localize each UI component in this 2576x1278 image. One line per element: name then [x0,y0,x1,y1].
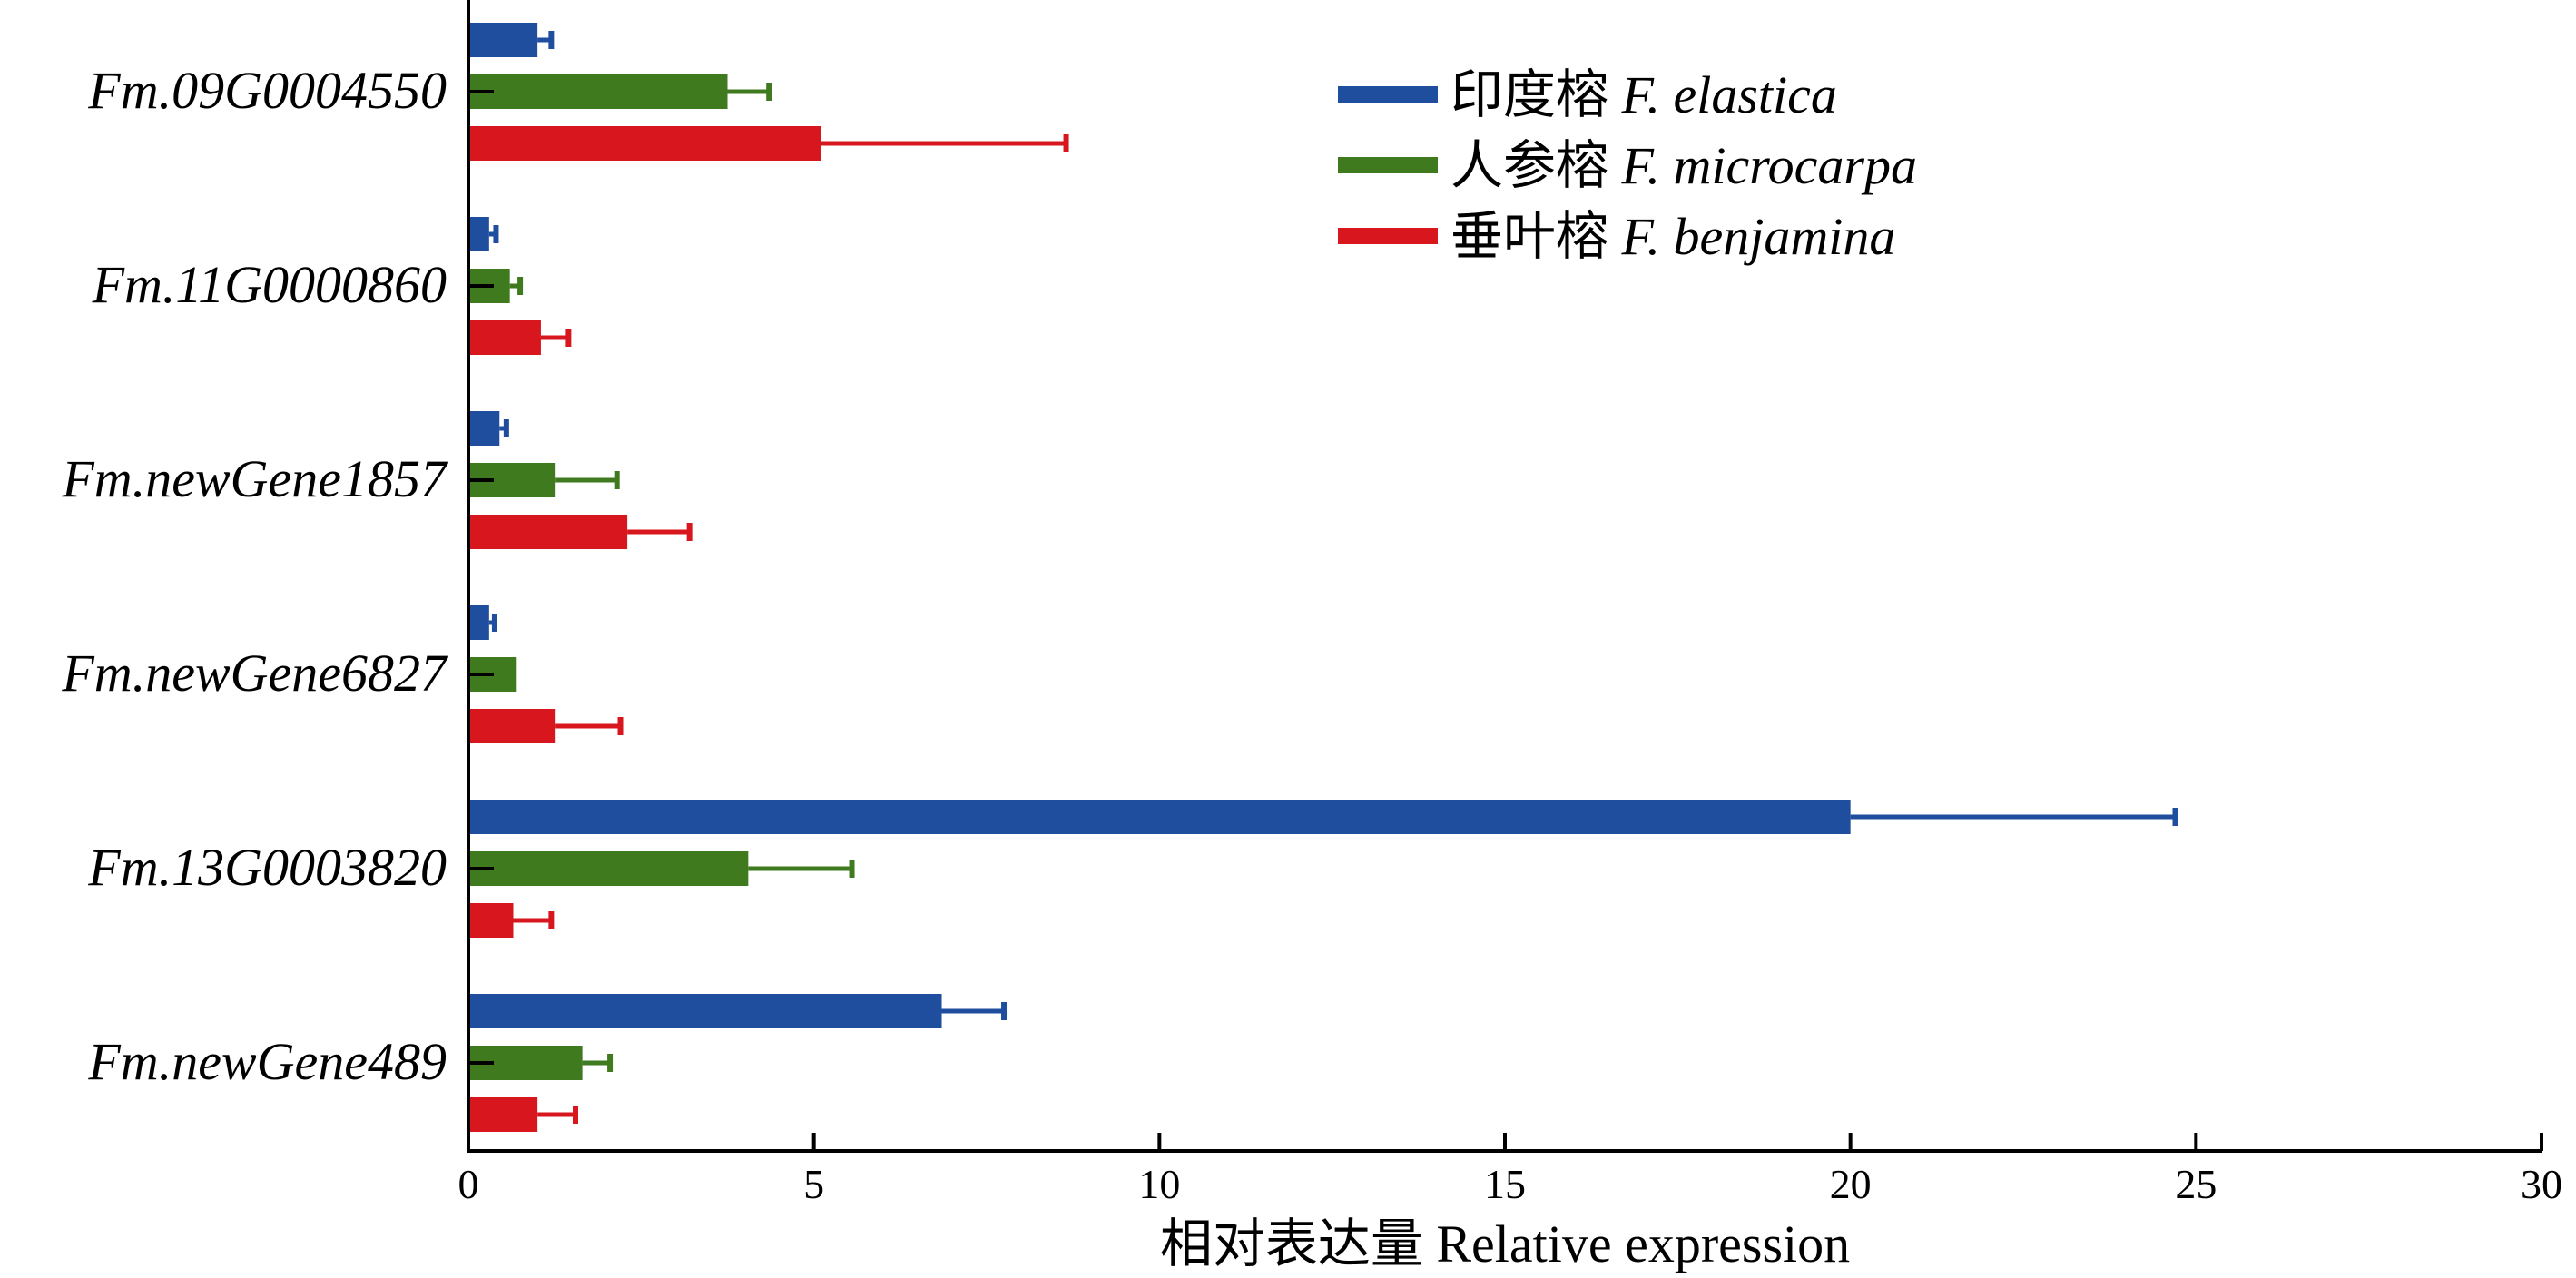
legend-label-sci: F. microcarpa [1621,136,1917,195]
bar [468,851,749,886]
bar [468,74,728,109]
bar [468,605,489,640]
category-labels-layer: Fm.09G0004550 Fm.11G0000860 Fm.newGene1857… [61,61,494,1091]
legend-label: 印度榕 F. elastica [1450,65,1837,124]
legend-label-sci: F. elastica [1621,65,1837,124]
x-axis-title: 相对表达量 Relative expression [1160,1214,1850,1273]
bar [468,1097,538,1132]
x-tick-label: 0 [458,1161,479,1207]
x-tick-label: 25 [2175,1161,2217,1207]
legend-label-cn: 垂叶榕 [1450,207,1622,266]
category-label: Fm.newGene489 [87,1032,447,1091]
bar [468,320,541,355]
category-label: Fm.11G0000860 [92,255,447,314]
bar [468,217,489,251]
x-tick-label: 10 [1138,1161,1180,1207]
legend-label: 人参榕 F. microcarpa [1450,136,1917,195]
legend-label-cn: 印度榕 [1450,65,1622,124]
bar [468,709,556,743]
bar [468,126,821,161]
legend-swatch [1338,228,1438,244]
x-tick-label: 15 [1484,1161,1526,1207]
category-label: Fm.newGene1857 [61,449,448,508]
x-tick-label: 20 [1830,1161,1872,1207]
legend: 印度榕 F. elastica 人参榕 F. microcarpa 垂叶榕 F. b… [1338,65,1917,266]
x-tick-label: 30 [2521,1161,2562,1207]
bar [468,23,538,57]
bar [468,800,1851,834]
legend-swatch [1338,157,1438,173]
legend-swatch [1338,86,1438,103]
x-ticks-layer: 0 5 10 15 20 25 30 [458,1133,2562,1207]
bar [468,515,628,549]
bar [468,903,514,938]
category-label: Fm.09G0004550 [87,61,447,120]
category-label: Fm.newGene6827 [61,644,448,703]
bars-layer [468,23,2178,1132]
bar [468,411,500,446]
category-label: Fm.13G0003820 [87,838,447,897]
bar [468,994,942,1028]
legend-label-sci: F. benjamina [1621,207,1896,266]
legend-label: 垂叶榕 F. benjamina [1450,207,1895,266]
x-tick-label: 5 [803,1161,824,1207]
legend-label-cn: 人参榕 [1450,136,1622,195]
